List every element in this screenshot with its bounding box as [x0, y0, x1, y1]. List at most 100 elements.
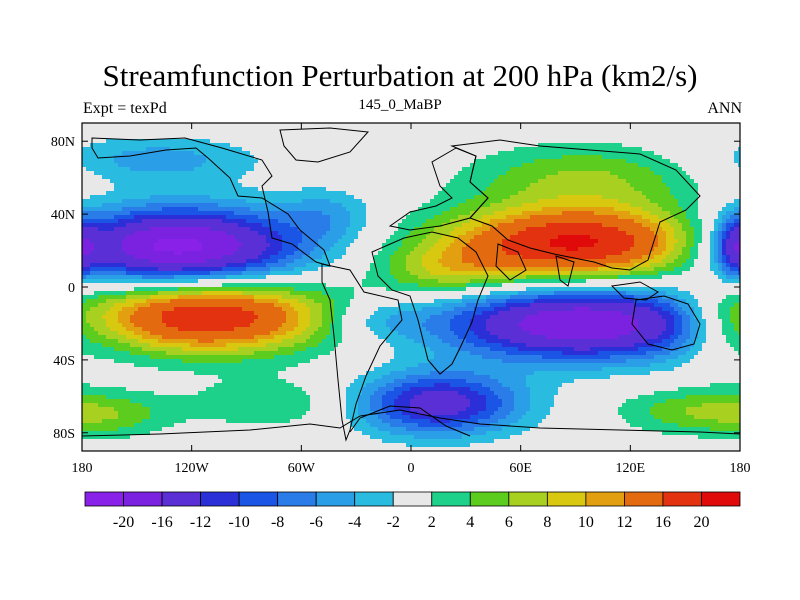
field-cell	[454, 179, 459, 184]
field-cell	[494, 215, 499, 220]
field-cell	[638, 167, 643, 172]
field-cell	[506, 183, 511, 188]
field-cell	[518, 175, 523, 180]
field-cell	[546, 203, 551, 208]
field-cell	[330, 127, 335, 132]
field-cell	[622, 187, 627, 192]
field-cell	[354, 155, 359, 160]
field-cell	[402, 239, 407, 244]
field-cell	[362, 155, 367, 160]
field-cell	[142, 171, 147, 176]
field-cell	[554, 143, 559, 148]
field-cell	[654, 191, 659, 196]
field-cell	[658, 171, 663, 176]
field-cell	[574, 135, 579, 140]
field-cell	[606, 191, 611, 196]
field-cell	[110, 163, 115, 168]
field-cell	[678, 179, 683, 184]
field-cell	[662, 123, 667, 128]
field-cell	[574, 127, 579, 132]
field-cell	[538, 123, 543, 128]
field-cell	[582, 163, 587, 168]
field-cell	[238, 223, 243, 228]
field-cell	[422, 219, 427, 224]
field-cell	[358, 179, 363, 184]
field-cell	[418, 167, 423, 172]
field-cell	[690, 163, 695, 168]
field-cell	[582, 155, 587, 160]
field-cell	[722, 163, 727, 168]
field-cell	[730, 163, 735, 168]
field-cell	[686, 163, 691, 168]
field-cell	[394, 211, 399, 216]
field-cell	[418, 147, 423, 152]
field-cell	[254, 243, 259, 248]
field-cell	[566, 215, 571, 220]
field-cell	[102, 163, 107, 168]
field-cell	[562, 195, 567, 200]
field-cell	[722, 127, 727, 132]
field-cell	[542, 199, 547, 204]
field-cell	[562, 167, 567, 172]
field-cell	[454, 187, 459, 192]
field-cell	[710, 163, 715, 168]
field-cell	[606, 227, 611, 232]
field-cell	[638, 203, 643, 208]
field-cell	[342, 171, 347, 176]
field-cell	[106, 223, 111, 228]
field-cell	[206, 195, 211, 200]
field-cell	[322, 239, 327, 244]
field-cell	[322, 195, 327, 200]
field-cell	[382, 167, 387, 172]
field-cell	[258, 195, 263, 200]
field-cell	[378, 131, 383, 136]
field-cell	[126, 151, 131, 156]
field-cell	[530, 131, 535, 136]
field-cell	[234, 231, 239, 236]
field-cell	[718, 219, 723, 224]
field-cell	[390, 199, 395, 204]
field-cell	[222, 131, 227, 136]
field-cell	[282, 127, 287, 132]
field-cell	[458, 167, 463, 172]
field-cell	[702, 211, 707, 216]
field-cell	[170, 167, 175, 172]
field-cell	[506, 227, 511, 232]
field-cell	[462, 227, 467, 232]
field-cell	[86, 243, 91, 248]
field-cell	[546, 223, 551, 228]
field-cell	[106, 227, 111, 232]
field-cell	[438, 187, 443, 192]
field-cell	[142, 187, 147, 192]
field-cell	[278, 139, 283, 144]
field-cell	[346, 143, 351, 148]
field-cell	[454, 207, 459, 212]
field-cell	[374, 155, 379, 160]
field-cell	[346, 155, 351, 160]
field-cell	[258, 135, 263, 140]
field-cell	[666, 163, 671, 168]
field-cell	[558, 235, 563, 240]
field-cell	[118, 223, 123, 228]
field-cell	[650, 235, 655, 240]
field-cell	[190, 135, 195, 140]
field-cell	[650, 147, 655, 152]
field-cell	[426, 127, 431, 132]
field-cell	[90, 215, 95, 220]
field-cell	[678, 235, 683, 240]
field-cell	[510, 179, 515, 184]
field-cell	[150, 231, 155, 236]
field-cell	[402, 123, 407, 128]
field-cell	[598, 199, 603, 204]
field-cell	[294, 231, 299, 236]
field-cell	[186, 175, 191, 180]
field-cell	[294, 203, 299, 208]
field-cell	[546, 131, 551, 136]
field-cell	[650, 163, 655, 168]
field-cell	[94, 191, 99, 196]
field-cell	[262, 207, 267, 212]
field-cell	[598, 123, 603, 128]
field-cell	[194, 227, 199, 232]
field-cell	[350, 223, 355, 228]
field-cell	[594, 207, 599, 212]
